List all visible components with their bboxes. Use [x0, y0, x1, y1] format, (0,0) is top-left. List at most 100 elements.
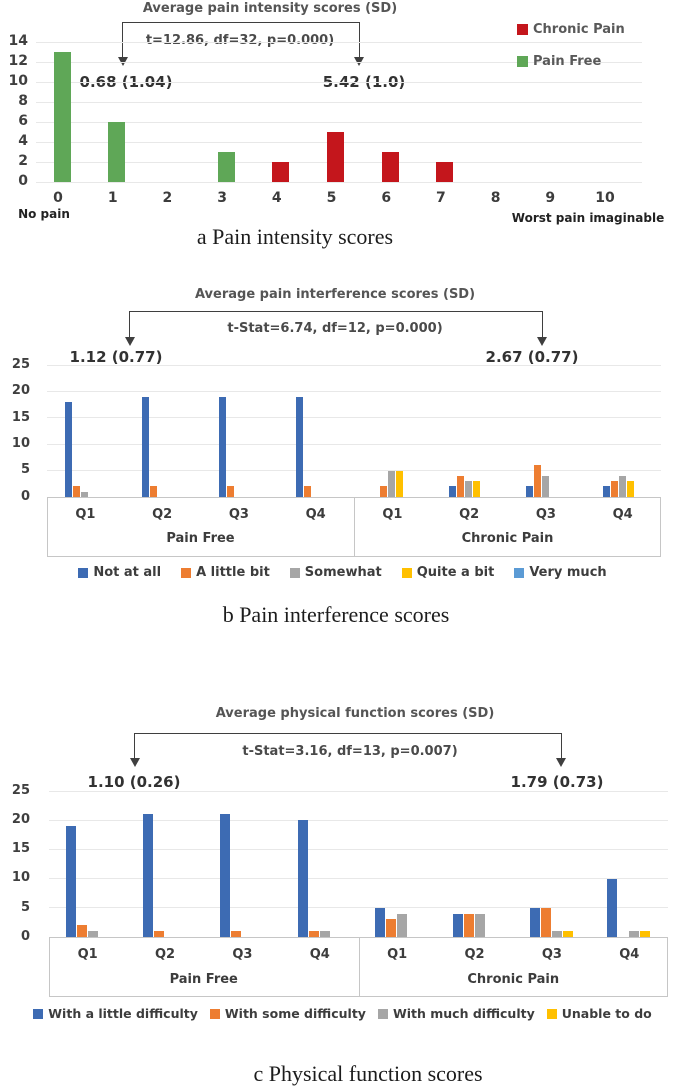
y-axis-tick-label: 25 — [11, 782, 30, 798]
x-axis-tick-label: 7 — [436, 190, 446, 206]
bar-with-some-difficulty-6 — [540, 907, 551, 937]
y-axis-tick-label: 0 — [20, 928, 30, 944]
legend-item-chronic-pain: Chronic Pain — [517, 22, 625, 37]
legend-item-not-at-all: Not at all — [78, 565, 161, 580]
bar-not-at-all-7 — [602, 486, 610, 497]
x-axis-tick-label: Q3 — [232, 947, 253, 962]
legend-swatch-icon — [546, 1008, 557, 1019]
legend-swatch-icon — [209, 1008, 220, 1019]
legend-item-quite-a-bit: Quite a bit — [401, 565, 495, 580]
bar-a-little-bit-2 — [226, 486, 234, 497]
gridline-14 — [36, 41, 642, 43]
bar-with-much-difficulty-5 — [474, 913, 485, 937]
chart-c-stat-annotation: t-Stat=3.16, df=13, p=0.007) — [242, 744, 458, 759]
bar-with-a-little-difficulty-4 — [375, 907, 386, 937]
x-axis-tick-label: 5 — [326, 190, 337, 206]
legend-swatch-icon — [377, 1008, 388, 1019]
gridline-25 — [49, 790, 668, 792]
gridline-10 — [47, 443, 661, 445]
bar-a-little-bit-6 — [533, 465, 541, 497]
bar-with-a-little-difficulty-6 — [529, 907, 540, 937]
x-axis-tick-label: 6 — [381, 190, 392, 206]
bar-with-a-little-difficulty-7 — [607, 878, 618, 937]
chart-a-mean-left: 0.68 (1.04) — [79, 73, 173, 91]
x-axis-tick-label: Q1 — [387, 947, 408, 962]
bar-pain-free-3 — [217, 152, 235, 182]
legend-label: With much difficulty — [392, 1006, 535, 1021]
y-axis-tick-label: 20 — [11, 383, 30, 399]
bar-a-little-bit-7 — [610, 481, 618, 497]
x-axis-tick-label: 8 — [490, 190, 501, 206]
bar-pain-free-1 — [108, 122, 126, 182]
chart-a-stat-annotation: t=12.86, df=32, p=0.000) — [145, 33, 335, 48]
x-axis-tick-label: 4 — [271, 190, 282, 206]
chart-b-legend: Not at all A little bit Somewhat Quite a bi… — [0, 565, 685, 580]
legend-item-very-much: Very much — [514, 565, 607, 580]
chart-b-comparison-bracket — [125, 311, 547, 346]
chart-a-axis-note-left: No pain — [18, 207, 70, 221]
category-group-divider — [354, 497, 355, 557]
y-axis-tick-label: 25 — [11, 356, 30, 372]
bar-with-a-little-difficulty-3 — [297, 820, 308, 937]
bar-not-at-all-5 — [449, 486, 457, 497]
bar-with-much-difficulty-3 — [319, 931, 330, 937]
gridline-10 — [36, 81, 642, 83]
chart-a-title: Average pain intensity scores (SD) — [142, 1, 398, 16]
bar-a-little-bit-0 — [73, 486, 81, 497]
x-axis-tick-label: Q2 — [155, 947, 176, 962]
legend-swatch-icon — [514, 567, 525, 578]
bar-unable-to-do-7 — [640, 931, 651, 937]
x-axis-tick-label: Q3 — [541, 947, 562, 962]
chart-c-mean-left: 1.10 (0.26) — [87, 773, 181, 791]
x-axis-tick-label: Q2 — [152, 507, 173, 522]
bar-pain-free-0 — [53, 52, 71, 182]
legend-swatch-icon — [78, 567, 89, 578]
x-axis-tick-label: Q4 — [305, 507, 326, 522]
y-axis-tick-label: 15 — [11, 841, 30, 857]
y-axis-tick-label: 5 — [20, 899, 30, 915]
y-axis-tick-label: 0 — [20, 488, 30, 504]
legend-label: Quite a bit — [416, 565, 495, 580]
chart-b-mean-left: 1.12 (0.77) — [69, 348, 163, 366]
bar-a-little-bit-1 — [150, 486, 158, 497]
legend-label: Unable to do — [561, 1006, 652, 1021]
gridline-20 — [49, 819, 668, 821]
legend-swatch-icon — [181, 567, 192, 578]
y-axis-tick-label: 6 — [18, 113, 28, 130]
chart-a-comparison-bracket — [118, 22, 364, 66]
x-axis-tick-label: Q2 — [459, 507, 480, 522]
bar-with-a-little-difficulty-0 — [65, 826, 76, 937]
category-axis-box — [47, 497, 661, 557]
x-axis-tick-label: Q2 — [464, 947, 485, 962]
y-axis-tick-label: 10 — [11, 870, 30, 886]
bar-somewhat-7 — [618, 475, 626, 497]
gridline-25 — [47, 364, 661, 366]
chart-b-title: Average pain interference scores (SD) — [194, 287, 476, 302]
bar-with-some-difficulty-0 — [76, 925, 87, 937]
legend-label: Somewhat — [304, 565, 382, 580]
y-axis-tick-label: 8 — [18, 93, 28, 110]
x-axis-tick-label: 3 — [217, 190, 227, 206]
chart-b-mean-right: 2.67 (0.77) — [485, 348, 579, 366]
chart-c-legend: With a little difficulty With some diffic… — [0, 1006, 685, 1021]
arrow-down-icon — [125, 337, 136, 346]
legend-item-pain-free: Pain Free — [517, 54, 625, 69]
legend-item-with-some-difficulty: With some difficulty — [209, 1006, 366, 1021]
legend-swatch-icon — [517, 56, 528, 67]
y-axis-tick-label: 14 — [8, 33, 28, 50]
bar-a-little-bit-3 — [303, 486, 311, 497]
x-axis-tick-label: 9 — [545, 190, 556, 206]
y-axis-tick-label: 10 — [8, 73, 28, 90]
bar-a-little-bit-4 — [380, 486, 388, 497]
gridline-15 — [49, 848, 668, 850]
legend-item-a-little-bit: A little bit — [181, 565, 270, 580]
group-label-pain-free: Pain Free — [169, 972, 238, 987]
bar-somewhat-4 — [388, 470, 396, 497]
bar-chronic-pain-5 — [327, 132, 344, 182]
gridline-4 — [36, 141, 642, 143]
gridline-5 — [47, 470, 661, 472]
